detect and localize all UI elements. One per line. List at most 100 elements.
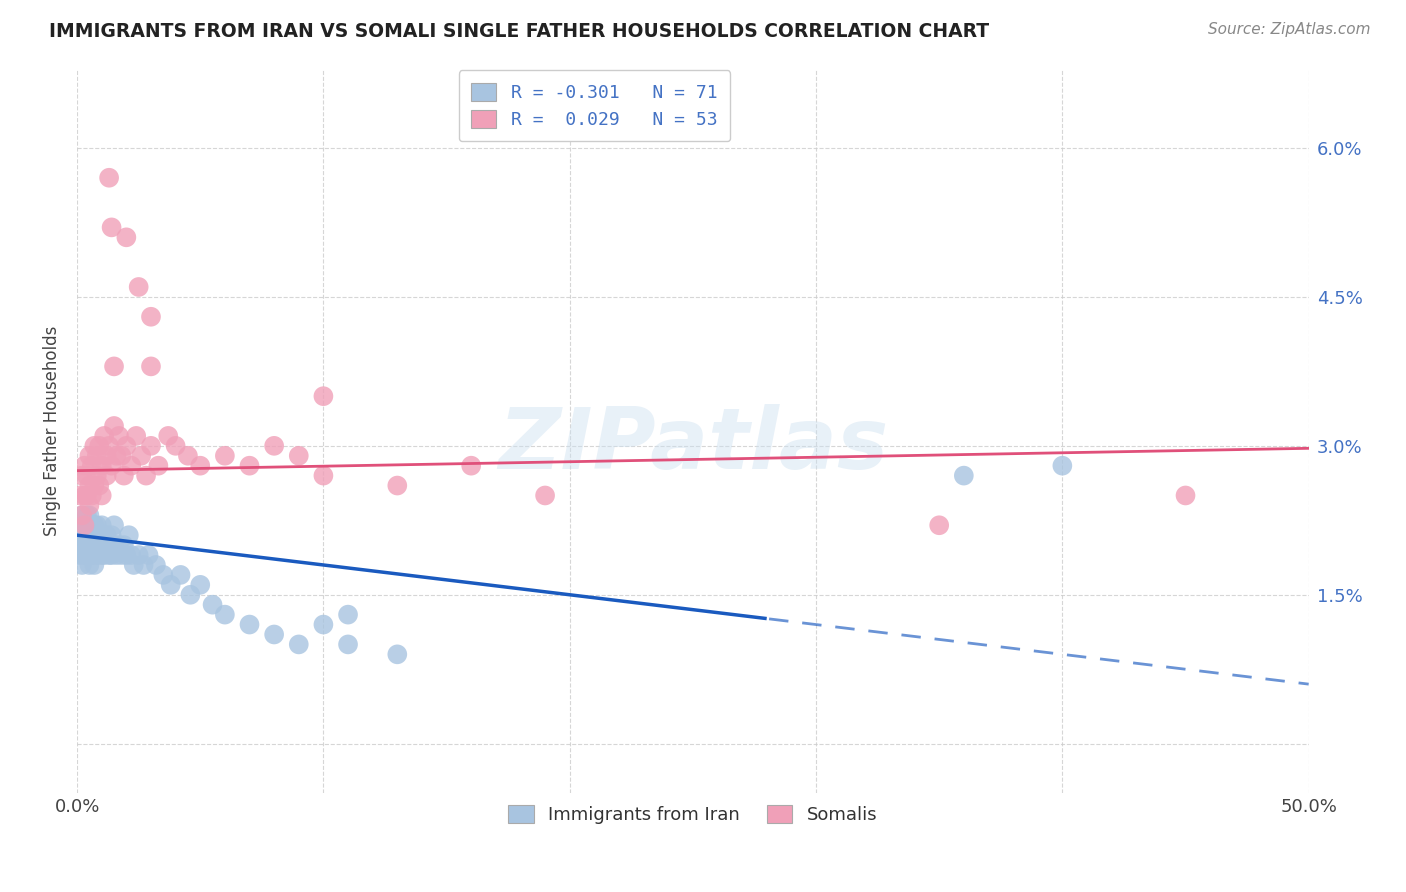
Point [460,458,482,473]
Point [73,538,96,552]
Point [105,548,128,562]
Point [73,548,96,562]
Point [201,598,224,612]
Point [79,518,101,533]
Point [387,478,409,492]
Point [73,458,96,473]
Point [69,548,91,562]
Point [98,548,121,562]
Point [79,478,101,492]
Point [100,220,122,235]
Point [79,499,101,513]
Point [188,458,211,473]
Point [953,468,976,483]
Point [89,439,111,453]
Point [263,439,285,453]
Point [152,568,174,582]
Point [115,548,138,562]
Point [1174,488,1197,502]
Point [120,548,142,562]
Point [100,458,122,473]
Point [80,548,103,562]
Point [139,359,162,374]
Point [89,478,111,492]
Point [86,518,108,533]
Point [93,548,115,562]
Point [86,449,108,463]
Point [79,508,101,523]
Point [70,508,93,523]
Point [312,389,335,403]
Point [96,528,118,542]
Point [89,538,111,552]
Point [122,558,145,572]
Point [98,170,121,185]
Point [128,548,150,562]
Point [214,449,236,463]
Point [76,468,98,483]
Point [80,528,103,542]
Point [83,518,105,533]
Point [69,488,91,502]
Point [83,538,105,552]
Point [159,578,181,592]
Point [120,458,142,473]
Point [108,429,131,443]
Point [70,468,93,483]
Point [80,518,103,533]
Point [169,568,191,582]
Legend: Immigrants from Iran, Somalis: Immigrants from Iran, Somalis [498,794,889,835]
Point [238,617,260,632]
Point [98,439,121,453]
Point [128,280,150,294]
Point [118,528,141,542]
Point [534,488,557,502]
Point [139,439,162,453]
Point [70,528,93,542]
Point [103,518,125,533]
Point [76,488,98,502]
Point [110,449,132,463]
Point [103,419,125,434]
Point [90,488,112,502]
Point [83,558,105,572]
Point [73,528,96,542]
Point [312,617,335,632]
Point [80,458,103,473]
Point [1052,458,1074,473]
Point [157,429,180,443]
Point [288,449,311,463]
Point [103,538,125,552]
Y-axis label: Single Father Households: Single Father Households [44,326,60,536]
Point [90,518,112,533]
Point [238,458,260,473]
Point [86,468,108,483]
Point [100,548,122,562]
Point [80,488,103,502]
Point [90,548,112,562]
Point [70,558,93,572]
Point [70,538,93,552]
Point [83,478,105,492]
Point [103,359,125,374]
Point [96,449,118,463]
Text: IMMIGRANTS FROM IRAN VS SOMALI SINGLE FATHER HOUSEHOLDS CORRELATION CHART: IMMIGRANTS FROM IRAN VS SOMALI SINGLE FA… [49,22,990,41]
Point [337,607,360,622]
Text: Source: ZipAtlas.com: Source: ZipAtlas.com [1208,22,1371,37]
Point [112,468,135,483]
Point [387,648,409,662]
Point [115,230,138,244]
Point [89,528,111,542]
Point [312,468,335,483]
Point [96,538,118,552]
Point [188,578,211,592]
Point [79,449,101,463]
Point [73,488,96,502]
Point [90,458,112,473]
Point [110,548,132,562]
Point [100,528,122,542]
Point [165,439,187,453]
Point [337,637,360,651]
Point [96,468,118,483]
Point [98,538,121,552]
